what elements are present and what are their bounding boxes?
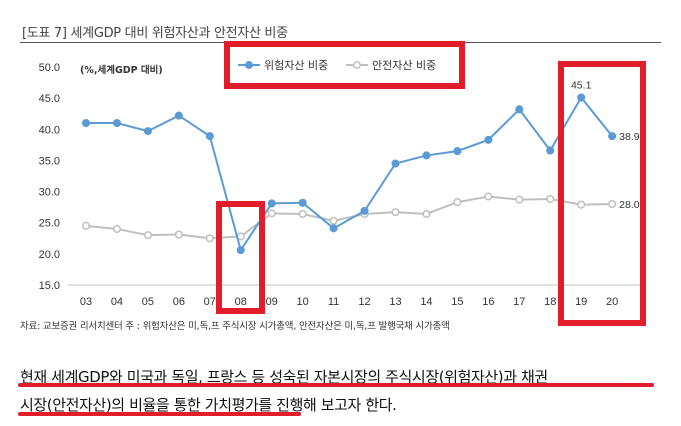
- x-tick-label: 12: [358, 296, 370, 308]
- data-point: [329, 224, 338, 233]
- x-tick-label: 16: [482, 296, 494, 308]
- x-tick-label: 08: [235, 296, 247, 308]
- y-tick-label: 15.0: [39, 280, 60, 292]
- data-point: [608, 199, 617, 209]
- red-underline-1: [18, 383, 654, 387]
- x-tick-label: 18: [544, 296, 556, 308]
- y-tick-label: 50.0: [39, 62, 60, 74]
- data-point: [577, 93, 586, 102]
- x-tick-label: 06: [173, 296, 185, 308]
- x-tick-label: 10: [297, 296, 309, 308]
- data-point: [174, 111, 183, 120]
- highlight-layer: [216, 41, 646, 326]
- data-point: [298, 198, 307, 207]
- y-tick-label: 35.0: [39, 155, 60, 167]
- data-point: [267, 209, 276, 218]
- data-point: [112, 224, 121, 233]
- x-tick-label: 04: [111, 296, 123, 308]
- x-tick-label: 05: [142, 296, 154, 308]
- line-chart: 50.0 45.0 40.0 35.0 30.0 25.0 20.0 15.0 (%,세계GDP…: [39, 41, 646, 326]
- data-point: [205, 132, 214, 141]
- x-tick-label: 13: [389, 296, 401, 308]
- x-tick-label: 11: [328, 296, 339, 308]
- body-text-line-1: 현재 세계GDP와 미국과 독일, 프랑스 등 성숙된 자본시장의 주식시장(위…: [20, 368, 548, 386]
- data-point: [484, 192, 493, 201]
- data-point: [298, 209, 307, 219]
- data-point: [112, 119, 121, 128]
- data-point: [453, 198, 462, 207]
- y-tick-label: 30.0: [39, 187, 60, 199]
- legend: 위험자산 비중 안전자산 비중: [238, 59, 436, 72]
- x-tick-label: 17: [513, 296, 525, 308]
- y-tick-label: 40.0: [39, 124, 60, 136]
- axis-layer: 50.0 45.0 40.0 35.0 30.0 25.0 20.0 15.0 (%,세계GDP…: [39, 62, 640, 308]
- data-point: [422, 209, 431, 219]
- data-point: [205, 234, 214, 243]
- data-point: [329, 216, 338, 225]
- data-point: [515, 105, 524, 114]
- y-unit-label: (%,세계GDP 대비): [80, 64, 163, 76]
- data-point: [484, 135, 493, 144]
- legend-label: 위험자산 비중: [264, 59, 328, 72]
- data-point: [81, 119, 91, 128]
- y-tick-label: 20.0: [39, 249, 60, 261]
- body-text-line-2: 시장(안전자산)의 비율을 통한 가치평가를 진행해 보고자 한다.: [20, 396, 397, 414]
- x-tick-label: 09: [266, 296, 278, 308]
- label-layer: 45.1 38.9 28.0: [571, 80, 640, 212]
- data-label: 38.9: [619, 131, 640, 143]
- x-tick-label: 20: [606, 296, 618, 308]
- data-point: [236, 246, 245, 255]
- highlight-box-19-20: [558, 61, 646, 326]
- x-tick-label: 03: [80, 296, 92, 308]
- data-point: [577, 200, 586, 209]
- x-tick-label: 07: [204, 296, 216, 308]
- data-point: [546, 146, 555, 155]
- highlight-box-08: [216, 201, 265, 314]
- legend-label: 안전자산 비중: [372, 59, 436, 72]
- y-tick-label: 45.0: [39, 93, 60, 105]
- data-point: [453, 147, 462, 156]
- legend-swatch-marker: [353, 61, 361, 69]
- series-layer: [81, 93, 617, 255]
- data-point: [515, 195, 524, 204]
- data-point: [608, 132, 617, 141]
- y-tick-label: 25.0: [39, 218, 60, 230]
- source-note: 자료: 교보증권 리서치센터 주 : 위험자산은 미,독,프 주식시장 시가총액…: [20, 321, 450, 332]
- data-point: [391, 208, 400, 217]
- data-point: [422, 151, 431, 160]
- series-line: [86, 96, 613, 252]
- red-underline-2: [18, 412, 301, 416]
- data-point: [360, 206, 369, 215]
- data-point: [267, 199, 276, 208]
- data-point: [546, 194, 555, 204]
- data-point: [81, 221, 91, 230]
- data-point: [143, 231, 152, 240]
- x-tick-label: 15: [451, 296, 463, 308]
- chart-title: [도표 7] 세계GDP 대비 위험자산과 안전자산 비중: [22, 26, 288, 41]
- data-label: 45.1: [571, 80, 592, 92]
- data-point: [391, 159, 400, 168]
- legend-highlight-box: [224, 41, 465, 89]
- data-label: 28.0: [619, 199, 640, 211]
- data-point: [174, 230, 183, 239]
- legend-swatch-marker: [245, 61, 253, 69]
- data-point: [143, 127, 152, 136]
- series-line: [85, 195, 613, 240]
- x-tick-label: 19: [575, 296, 587, 308]
- x-tick-label: 14: [420, 296, 432, 308]
